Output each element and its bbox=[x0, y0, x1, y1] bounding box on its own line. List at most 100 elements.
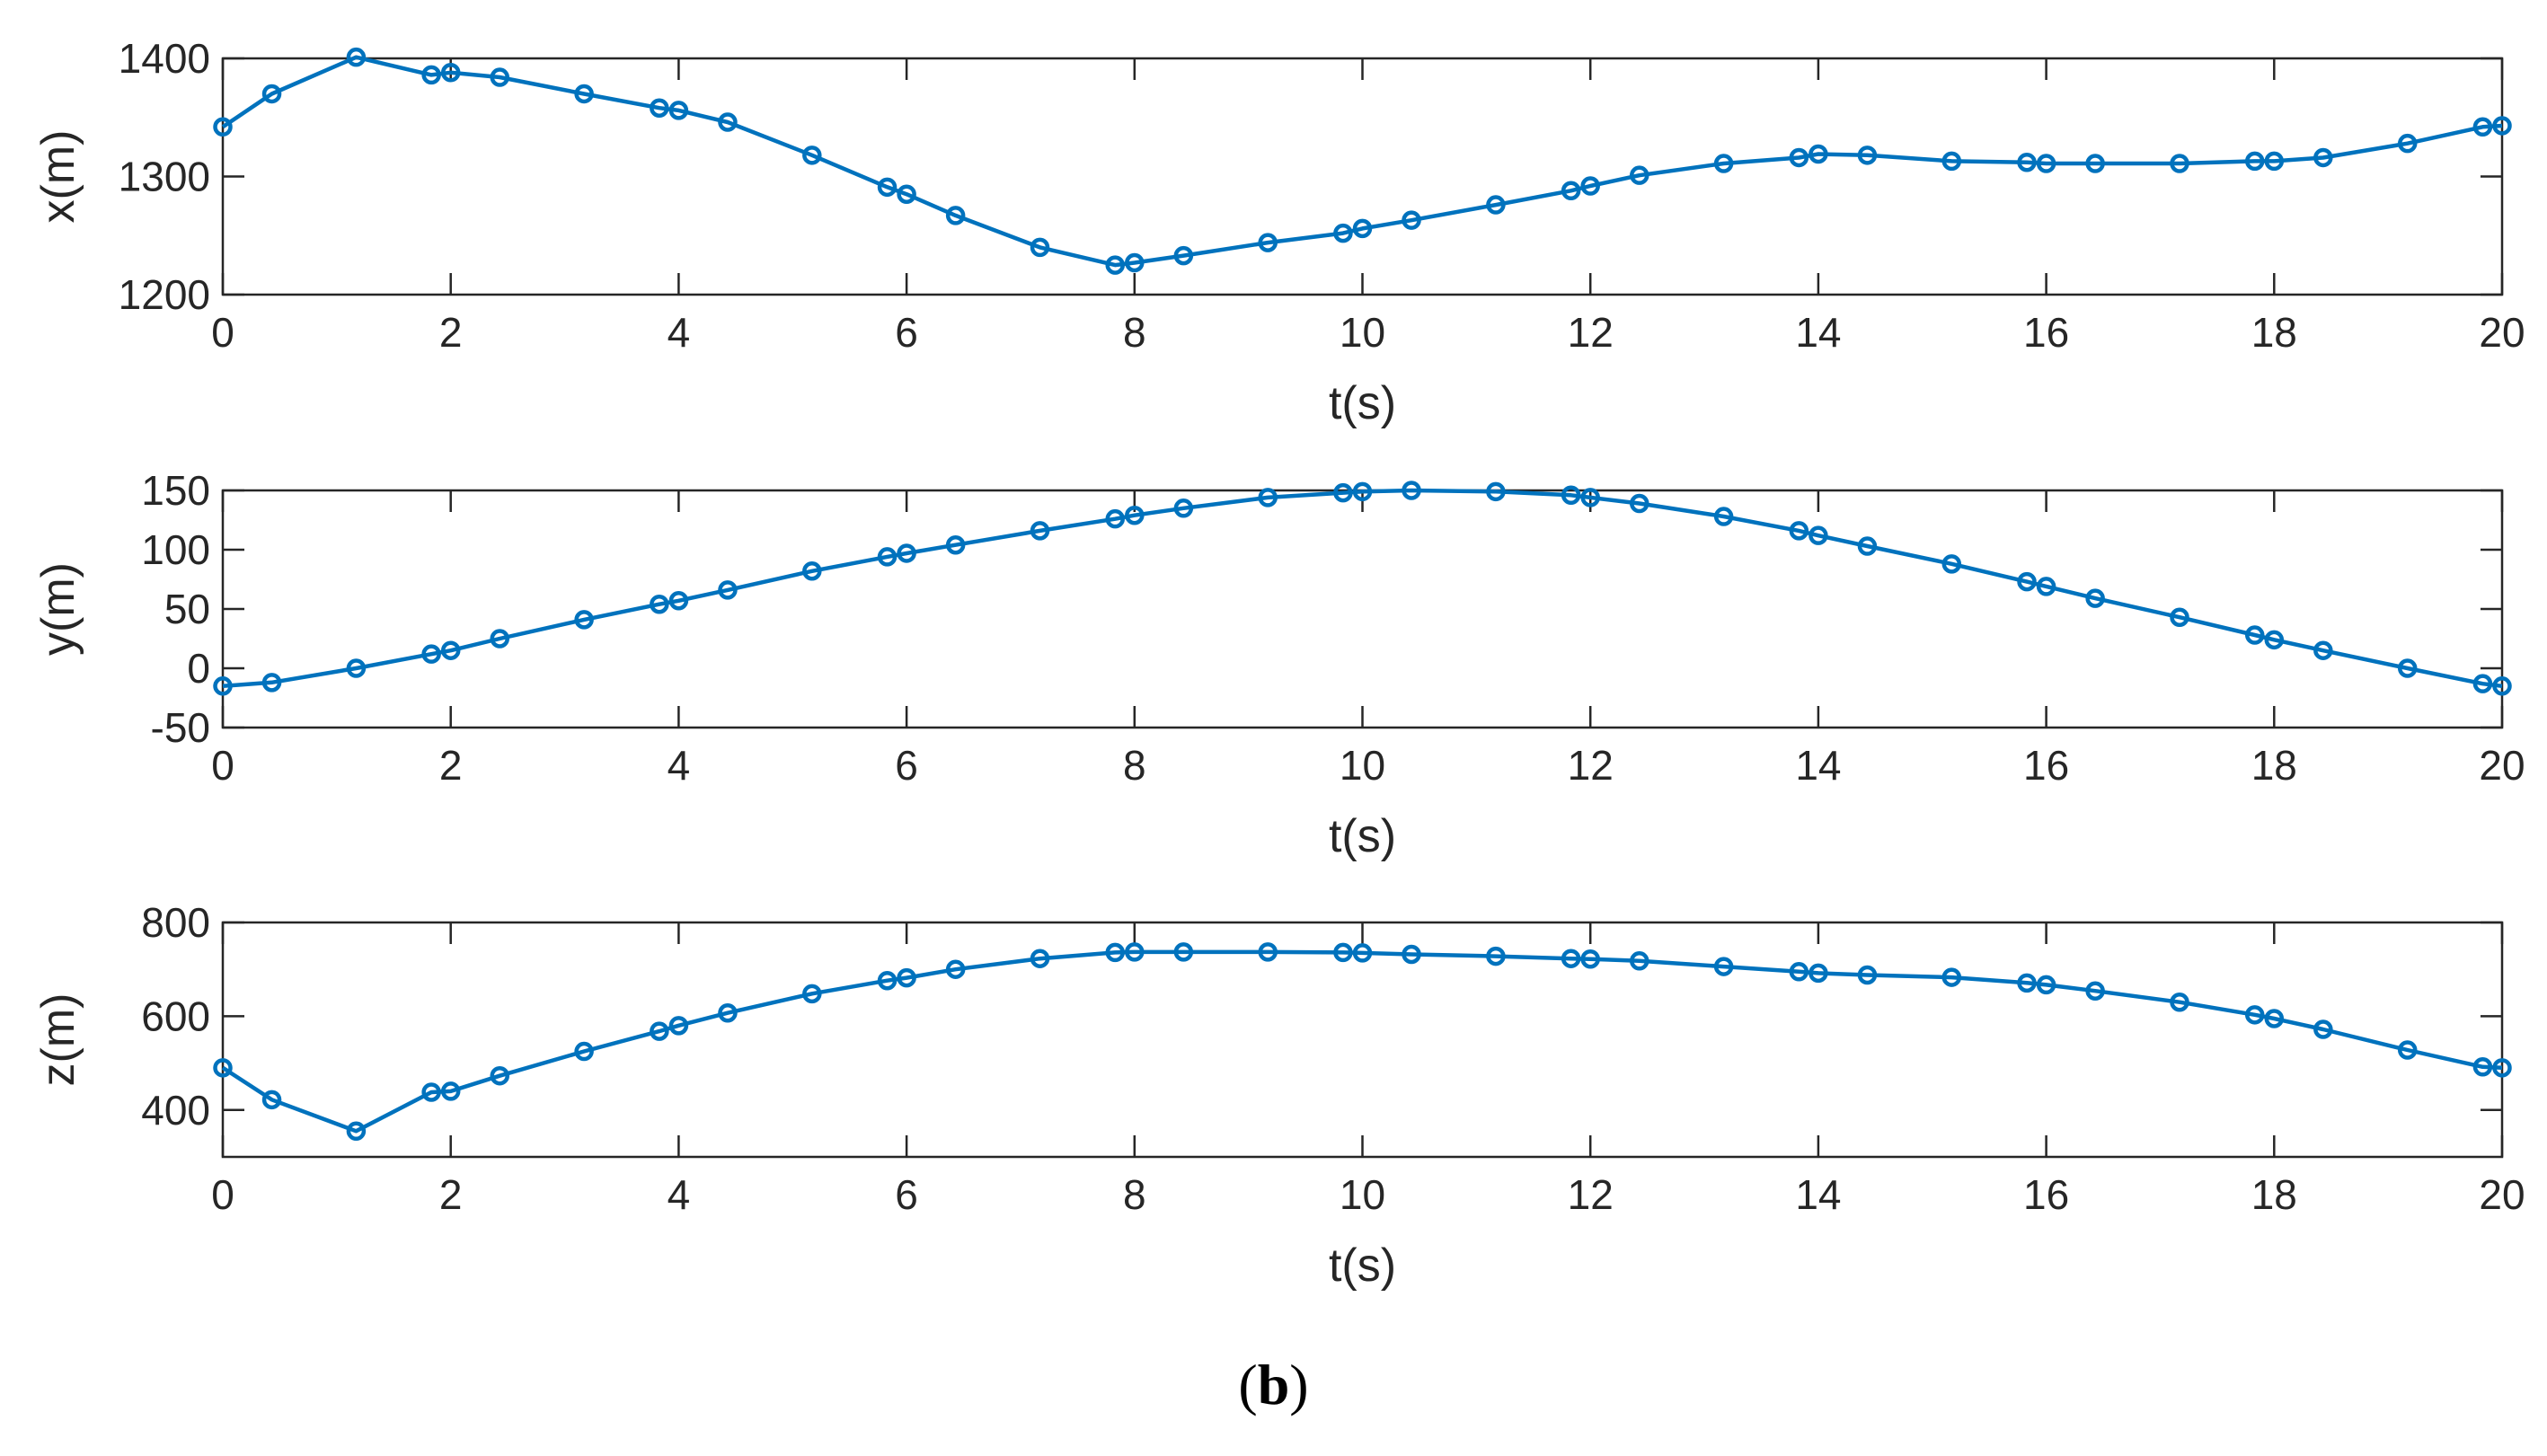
data-point bbox=[718, 1002, 738, 1023]
data-point bbox=[2264, 1009, 2285, 1028]
data-point bbox=[2492, 1058, 2512, 1078]
data-point bbox=[2085, 981, 2105, 1001]
y-tick-label: 1300 bbox=[119, 154, 210, 200]
data-point bbox=[2017, 973, 2037, 993]
data-point bbox=[421, 1082, 441, 1102]
figure-caption: (b) bbox=[0, 1352, 2547, 1418]
data-point bbox=[2085, 588, 2105, 608]
data-point bbox=[718, 112, 738, 132]
data-point bbox=[1561, 181, 1581, 201]
data-point bbox=[2313, 1019, 2333, 1039]
y-tick-label: -50 bbox=[151, 704, 210, 751]
data-point bbox=[1941, 554, 1962, 574]
data-point bbox=[1713, 507, 1734, 526]
y-axis-label-z: z(m) bbox=[32, 993, 84, 1087]
data-point bbox=[802, 984, 822, 1004]
data-point bbox=[261, 673, 282, 693]
x-axis-label-x: t(s) bbox=[1329, 377, 1396, 429]
data-point bbox=[1561, 949, 1581, 968]
x-tick-label: 2 bbox=[439, 742, 463, 789]
data-point bbox=[2085, 154, 2105, 173]
data-point bbox=[1352, 481, 1373, 502]
data-point bbox=[1857, 536, 1878, 556]
data-point bbox=[1713, 957, 1734, 976]
data-point bbox=[1402, 944, 1421, 965]
data-point bbox=[1030, 949, 1050, 968]
data-point bbox=[440, 63, 461, 83]
data-point bbox=[802, 561, 822, 581]
panel-x: 0 2 4 6 8 10 12 14 16 18 20 1200 1300 1400 t(s) x(m) bbox=[32, 35, 2525, 429]
data-point bbox=[1809, 963, 1828, 984]
x-tick-label: 0 bbox=[211, 309, 234, 356]
y-tick-label: 800 bbox=[141, 899, 210, 946]
x-axis-label-y: t(s) bbox=[1329, 810, 1396, 862]
data-point bbox=[421, 644, 441, 664]
data-point bbox=[2017, 152, 2037, 172]
panel-z: 0 2 4 6 8 10 12 14 16 18 20 400 600 800 t(s) z(m) bbox=[32, 899, 2525, 1292]
data-point bbox=[1857, 965, 1878, 985]
data-point bbox=[2244, 151, 2265, 172]
data-point bbox=[1105, 508, 1125, 529]
data-point bbox=[877, 177, 898, 198]
x-tick-label: 14 bbox=[1795, 742, 1841, 789]
data-point bbox=[1629, 951, 1649, 971]
caption-close-paren: ) bbox=[1289, 1353, 1309, 1416]
y-tick-label: 50 bbox=[164, 586, 210, 632]
data-point bbox=[1486, 481, 1506, 502]
data-point bbox=[897, 543, 916, 563]
data-point bbox=[2170, 607, 2189, 627]
data-point bbox=[1258, 233, 1278, 252]
data-point bbox=[261, 84, 282, 104]
data-point bbox=[574, 84, 594, 104]
y-tick-label: 150 bbox=[141, 467, 210, 514]
data-point bbox=[945, 534, 966, 555]
x-tick-label: 14 bbox=[1795, 1171, 1841, 1218]
data-point bbox=[1486, 195, 1506, 215]
data-point bbox=[490, 629, 509, 649]
x-tick-label: 8 bbox=[1123, 1171, 1146, 1218]
x-tick-label: 20 bbox=[2479, 1171, 2525, 1218]
data-point bbox=[1352, 943, 1373, 963]
data-point bbox=[718, 580, 738, 600]
data-point bbox=[1402, 481, 1421, 500]
data-point bbox=[668, 101, 689, 120]
y-tick-label: 0 bbox=[187, 645, 210, 692]
data-point bbox=[1713, 154, 1734, 173]
caption-open-paren: ( bbox=[1238, 1353, 1258, 1416]
data-point bbox=[346, 1121, 367, 1142]
caption-letter: b bbox=[1257, 1353, 1290, 1416]
data-point bbox=[2397, 1040, 2418, 1060]
data-point bbox=[877, 970, 898, 991]
x-tick-label: 0 bbox=[211, 1171, 234, 1218]
data-point bbox=[1125, 942, 1145, 962]
data-point bbox=[897, 184, 916, 204]
data-point bbox=[1580, 949, 1600, 969]
data-point bbox=[1809, 525, 1828, 545]
data-point bbox=[2017, 571, 2037, 592]
data-point bbox=[440, 640, 461, 660]
x-axis-label-z: t(s) bbox=[1329, 1240, 1396, 1292]
x-tick-label: 8 bbox=[1123, 742, 1146, 789]
x-tick-label: 10 bbox=[1340, 309, 1385, 356]
data-point bbox=[1173, 499, 1194, 518]
data-point bbox=[574, 1041, 594, 1062]
data-point bbox=[1402, 210, 1421, 230]
data-point bbox=[1125, 505, 1145, 525]
data-point bbox=[2036, 154, 2056, 173]
data-point bbox=[802, 146, 822, 165]
data-point bbox=[1258, 942, 1278, 962]
data-point bbox=[650, 1021, 669, 1041]
data-point bbox=[2244, 625, 2265, 645]
data-point bbox=[1941, 967, 1962, 987]
x-tick-label: 6 bbox=[895, 1171, 918, 1218]
data-point bbox=[2472, 674, 2493, 693]
data-point bbox=[945, 206, 966, 225]
data-point bbox=[1629, 493, 1649, 514]
data-point bbox=[490, 1065, 509, 1086]
data-point bbox=[1333, 942, 1353, 963]
x-tick-label: 12 bbox=[1568, 1171, 1614, 1218]
data-point bbox=[346, 658, 367, 678]
data-point bbox=[650, 594, 669, 614]
